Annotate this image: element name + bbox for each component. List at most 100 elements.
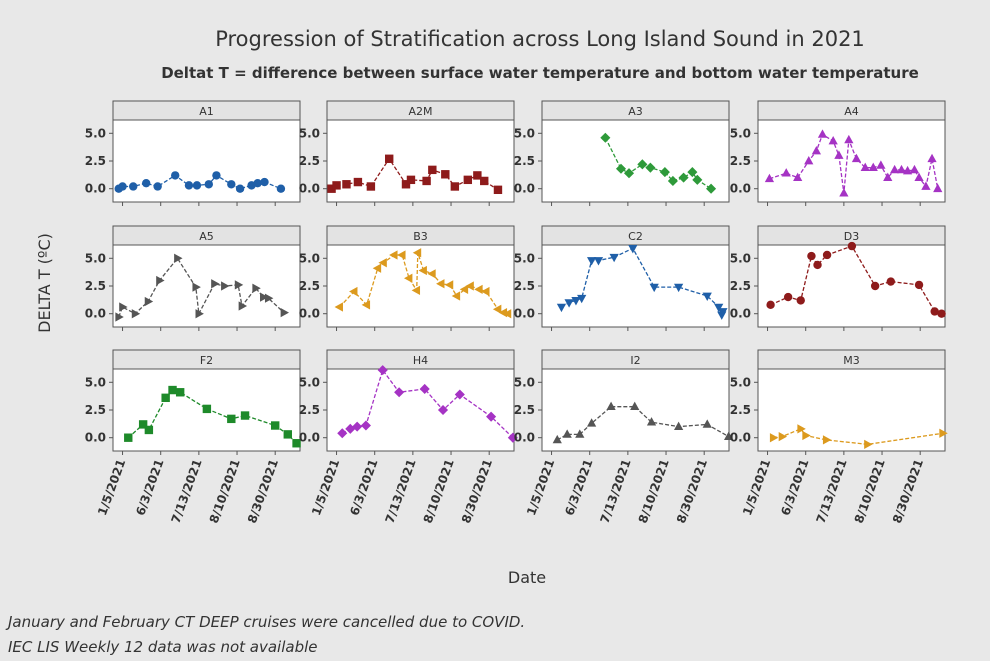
marker <box>927 153 937 163</box>
marker <box>332 181 341 190</box>
chart-title: Progression of Stratification across Lon… <box>215 27 865 51</box>
marker <box>451 291 461 301</box>
y-tick-label: 0.0 <box>514 431 535 445</box>
marker <box>253 178 262 188</box>
marker <box>270 421 280 430</box>
marker <box>361 300 371 310</box>
marker <box>406 175 416 185</box>
marker <box>412 248 422 258</box>
marker <box>870 281 880 291</box>
marker <box>797 424 806 434</box>
panel-title: A1 <box>199 105 214 118</box>
marker <box>718 308 728 317</box>
y-tick-label: 5.0 <box>514 251 535 265</box>
marker <box>793 172 803 181</box>
marker <box>465 281 474 291</box>
data-line <box>331 157 499 191</box>
marker <box>828 136 838 145</box>
marker <box>450 182 460 191</box>
marker <box>342 180 351 189</box>
marker <box>235 184 245 193</box>
plot-area <box>757 368 946 452</box>
marker <box>939 428 948 438</box>
note: IEC LIS Weekly 12 data was not available <box>8 638 318 656</box>
marker <box>706 183 717 194</box>
marker <box>678 172 689 183</box>
y-tick-label: 2.5 <box>85 403 106 417</box>
marker <box>260 292 269 302</box>
marker <box>156 275 165 286</box>
marker <box>227 414 236 424</box>
y-tick-label: 0.0 <box>299 307 320 321</box>
plot-area <box>757 244 946 328</box>
marker <box>260 177 269 187</box>
marker <box>600 132 611 143</box>
marker <box>649 283 659 293</box>
marker <box>129 182 138 191</box>
marker <box>394 387 405 398</box>
marker <box>586 418 597 427</box>
marker <box>404 273 413 283</box>
marker <box>119 302 128 312</box>
marker <box>428 165 437 175</box>
marker <box>161 393 170 403</box>
marker <box>796 296 805 305</box>
marker <box>807 251 816 261</box>
marker <box>372 263 382 273</box>
marker <box>577 294 587 304</box>
panel-title: I2 <box>630 354 640 367</box>
marker <box>586 257 597 266</box>
y-tick-label: 0.0 <box>85 182 106 196</box>
marker <box>144 296 154 307</box>
panel-title: A3 <box>628 105 643 118</box>
y-tick-label: 2.5 <box>730 403 751 417</box>
marker <box>234 280 244 290</box>
marker <box>564 299 574 308</box>
marker <box>839 188 849 197</box>
y-tick-label: 2.5 <box>514 154 535 168</box>
marker <box>221 281 230 291</box>
y-tick-label: 5.0 <box>514 126 535 140</box>
y-tick-label: 5.0 <box>730 251 751 265</box>
marker <box>389 250 398 260</box>
marker <box>419 383 430 394</box>
marker <box>195 309 204 319</box>
marker <box>609 253 619 263</box>
marker <box>481 286 490 297</box>
plot-area <box>112 244 301 328</box>
y-tick-label: 5.0 <box>730 126 751 140</box>
marker <box>115 312 124 322</box>
marker <box>766 300 775 310</box>
marker <box>702 292 712 302</box>
marker <box>418 265 427 276</box>
marker <box>933 183 943 193</box>
marker <box>552 434 562 444</box>
marker <box>804 155 814 165</box>
plot-area <box>757 119 946 203</box>
marker <box>474 284 483 294</box>
marker <box>327 184 336 193</box>
marker <box>131 309 141 319</box>
marker <box>783 292 793 302</box>
panel-title: A4 <box>844 105 859 118</box>
marker <box>864 439 873 449</box>
marker <box>507 432 518 443</box>
marker <box>623 168 635 179</box>
marker <box>192 181 202 190</box>
marker <box>593 257 604 266</box>
marker <box>349 286 358 297</box>
marker <box>204 180 213 189</box>
marker <box>723 431 734 440</box>
marker <box>118 182 127 191</box>
y-tick-label: 2.5 <box>299 403 320 417</box>
marker <box>352 421 363 432</box>
marker <box>360 420 371 431</box>
marker <box>454 389 465 400</box>
marker <box>437 404 449 416</box>
y-tick-label: 0.0 <box>85 431 106 445</box>
y-tick-label: 2.5 <box>730 154 751 168</box>
marker <box>401 180 411 189</box>
marker <box>153 182 162 191</box>
panel-title: A5 <box>199 230 214 243</box>
